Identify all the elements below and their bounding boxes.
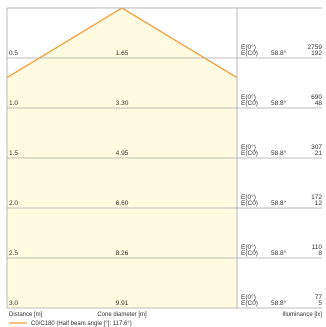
e0-value: 2759 xyxy=(308,44,323,51)
angle-label: 58.8° xyxy=(271,99,287,107)
e0-label: E(0°) xyxy=(241,93,256,101)
grid-lines xyxy=(6,7,322,309)
ec0-value: 5 xyxy=(318,300,322,307)
e0-value: 172 xyxy=(311,194,322,201)
legend-label: C0/C180 (Half beam angle [°]: 117.6°) xyxy=(31,321,132,327)
e0-value: 110 xyxy=(312,244,323,251)
distance-label: 1.5 xyxy=(9,150,18,157)
ec0-value: 192 xyxy=(311,50,322,57)
ec0-value: 21 xyxy=(315,150,323,157)
e0-label: E(0°) xyxy=(241,293,256,301)
angle-label: 58.8° xyxy=(271,249,287,257)
ec0-label: E(C0) xyxy=(241,50,258,57)
angle-label: 58.8° xyxy=(271,299,287,307)
ec0-label: E(C0) xyxy=(241,150,258,157)
distance-label: 2.0 xyxy=(9,200,18,207)
diameter-label: 8.26 xyxy=(116,250,129,257)
diameter-label: 1.65 xyxy=(116,50,129,57)
e0-value: 77 xyxy=(315,294,323,301)
distance-axis-label: Distance [m] xyxy=(9,312,43,318)
ec0-label: E(C0) xyxy=(241,200,258,207)
illuminance-axis-label: Illuminance [lx] xyxy=(282,312,322,318)
e0-label: E(0°) xyxy=(241,43,256,51)
diameter-axis-label: Cone diameter [m] xyxy=(97,312,147,318)
ec0-value: 12 xyxy=(315,200,323,207)
e0-value: 690 xyxy=(311,94,322,101)
diameter-label: 3.30 xyxy=(116,100,129,107)
angle-label: 58.8° xyxy=(271,149,287,157)
ec0-label: E(C0) xyxy=(241,300,258,307)
e0-label: E(0°) xyxy=(241,143,256,151)
distance-label: 2.5 xyxy=(9,250,18,257)
e0-label: E(0°) xyxy=(241,243,256,251)
e0-label: E(0°) xyxy=(241,193,256,201)
ec0-label: E(C0) xyxy=(241,100,258,107)
diameter-label: 4.95 xyxy=(116,150,129,157)
distance-label: 1.0 xyxy=(9,100,18,107)
angle-label: 58.8° xyxy=(271,49,287,57)
distance-label: 0.5 xyxy=(9,50,18,57)
ec0-value: 48 xyxy=(315,100,323,107)
diameter-label: 6.60 xyxy=(116,200,129,207)
diameter-label: 9.91 xyxy=(116,300,129,307)
ec0-label: E(C0) xyxy=(241,250,258,257)
distance-label: 3.0 xyxy=(9,300,18,307)
angle-label: 58.8° xyxy=(271,199,287,207)
e0-value: 307 xyxy=(311,144,322,151)
ec0-value: 8 xyxy=(318,250,322,257)
